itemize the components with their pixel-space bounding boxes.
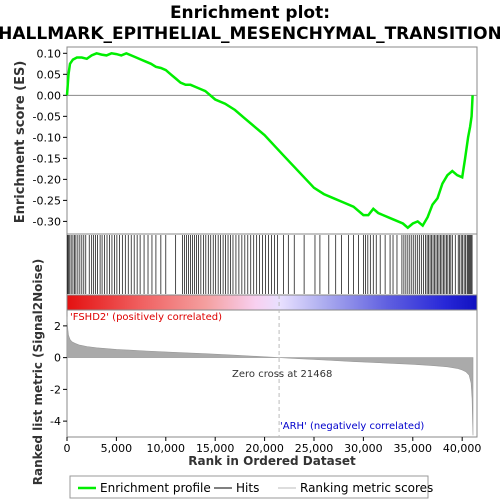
es-tick-label: -0.30	[33, 215, 61, 228]
x-tick-label: 30,000	[344, 442, 383, 455]
x-tick-label: 35,000	[394, 442, 433, 455]
legend-box	[69, 475, 429, 499]
es-panel-frame	[66, 46, 478, 235]
es-tick-label: -0.25	[33, 194, 61, 207]
ranking-heatmap-strip	[66, 294, 478, 311]
es-tick-label: -0.05	[33, 110, 61, 123]
es-tick-label: 0.05	[37, 68, 62, 81]
enrichment-profile-line	[65, 51, 474, 230]
negative-correlation-label: 'ARH' (negatively correlated)	[280, 421, 424, 432]
x-tick-label: 25,000	[295, 442, 334, 455]
es-tick-label: -0.10	[33, 131, 61, 144]
es-axis-ticks: 0.10 0.05 0.00 -0.05 -0.10 -0.15 -0.20 -0.25 -0.…	[33, 47, 67, 228]
legend-enrichment-label: Enrichment profile	[100, 481, 211, 495]
metric-panel-frame	[66, 309, 478, 438]
x-axis-label: Rank in Ordered Dataset	[188, 454, 356, 468]
x-tick-label: 0	[64, 442, 71, 455]
zero-cross-label: Zero cross at 21468	[232, 369, 332, 380]
es-axis-label: Enrichment score (ES)	[13, 61, 28, 224]
legend-metric-label: Ranking metric scores	[300, 481, 433, 495]
metric-axis-ticks: 2 0 -2 -4	[50, 320, 67, 428]
hits-panel-frame	[66, 233, 478, 296]
x-tick-label: 15,000	[196, 442, 235, 455]
ranking-metric-area	[66, 316, 474, 436]
metric-axis-label: Ranked list metric (Signal2Noise)	[31, 259, 45, 486]
x-axis-ticks: 0 5,000 10,000 15,000 20,000 25,000 30,000 35,0…	[64, 437, 482, 455]
es-tick-label: 0.10	[37, 47, 62, 60]
es-tick-label: -0.20	[33, 173, 61, 186]
x-tick-label: 5,000	[101, 442, 133, 455]
chart-title-line1: Enrichment plot:	[170, 3, 330, 23]
chart-title-line2: HALLMARK_EPITHELIAL_MESENCHYMAL_TRANSITI…	[0, 24, 500, 44]
positive-correlation-label: 'FSHD2' (positively correlated)	[70, 312, 222, 323]
x-tick-label: 10,000	[147, 442, 186, 455]
metric-tick-label: 0	[54, 352, 61, 365]
es-tick-label: 0.00	[37, 89, 62, 102]
x-tick-label: 40,000	[443, 442, 482, 455]
legend-hits-label: Hits	[236, 481, 259, 495]
metric-tick-label: -2	[50, 383, 61, 396]
metric-tick-label: 2	[54, 320, 61, 333]
x-tick-label: 20,000	[245, 442, 284, 455]
metric-tick-label: -4	[50, 415, 61, 428]
es-tick-label: -0.15	[33, 152, 61, 165]
hits-marks	[67, 235, 473, 294]
